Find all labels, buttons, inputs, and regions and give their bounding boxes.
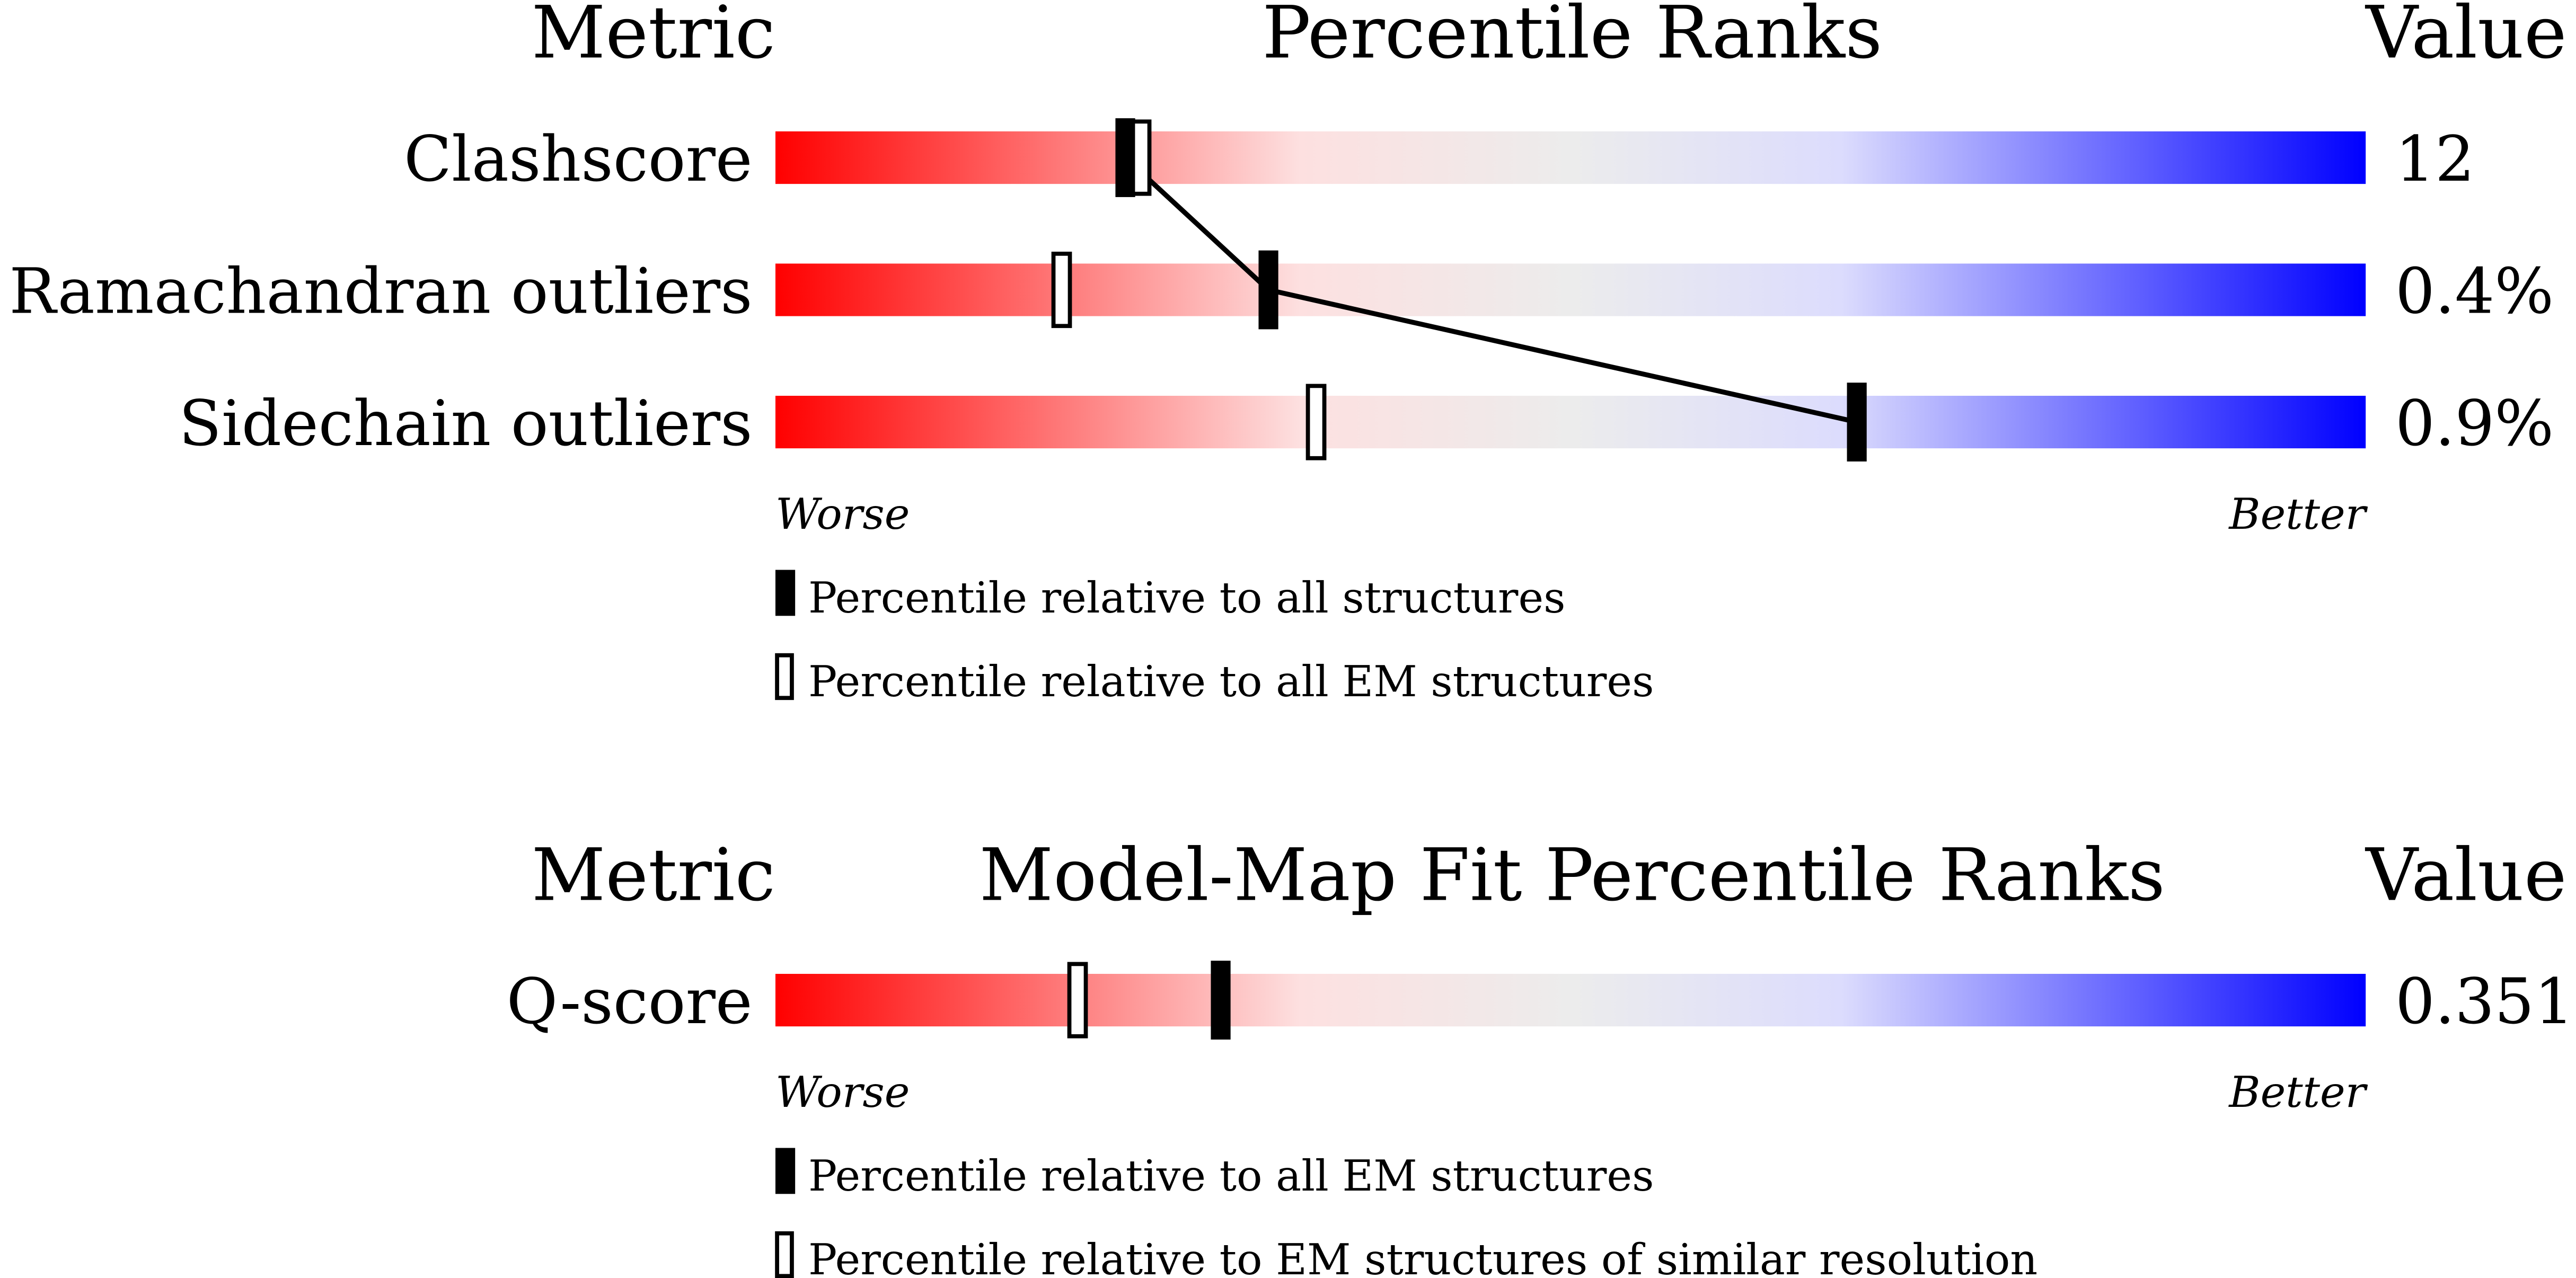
marker-open	[1067, 962, 1088, 1039]
marker-filled	[1258, 250, 1278, 330]
marker-open	[1131, 119, 1152, 196]
slider-bar	[775, 131, 2366, 184]
metric-value: 0.351	[2395, 965, 2574, 1038]
marker-open	[1051, 251, 1072, 329]
metric-value: 0.4%	[2395, 255, 2554, 327]
better-label: Better	[2228, 490, 2368, 539]
chart-title: Percentile Ranks	[1262, 0, 1882, 75]
slider-bar	[775, 263, 2366, 316]
legend-marker	[775, 570, 796, 616]
slider-bar	[775, 395, 2366, 449]
marker-filled	[1847, 383, 1867, 462]
slider-bar	[775, 973, 2366, 1027]
metric-value: 0.9%	[2395, 387, 2554, 460]
metric-label: Sidechain outliers	[179, 387, 752, 460]
value-header: Value	[2365, 0, 2566, 75]
legend-label: Percentile relative to all structures	[808, 573, 1566, 623]
legend-marker	[775, 653, 794, 700]
marker-open	[1305, 384, 1327, 460]
legend-marker	[775, 1231, 794, 1278]
marker-filled	[1211, 961, 1231, 1040]
legend-marker	[775, 1148, 796, 1194]
value-header: Value	[2365, 833, 2566, 918]
metric-value: 12	[2395, 123, 2475, 196]
legend-label: Percentile relative to all EM structures	[808, 657, 1654, 707]
better-label: Better	[2228, 1068, 2368, 1117]
metric-label: Clashscore	[404, 123, 753, 196]
legend-label: Percentile relative to EM structures of …	[808, 1235, 2037, 1278]
chart-title: Model-Map Fit Percentile Ranks	[980, 833, 2165, 918]
metric-header: Metric	[532, 0, 775, 75]
metric-label: Ramachandran outliers	[9, 255, 752, 327]
legend-label: Percentile relative to all EM structures	[808, 1151, 1654, 1201]
metric-label: Q-score	[507, 965, 753, 1038]
worse-label: Worse	[775, 490, 910, 539]
worse-label: Worse	[775, 1068, 910, 1117]
metric-header: Metric	[532, 833, 775, 918]
